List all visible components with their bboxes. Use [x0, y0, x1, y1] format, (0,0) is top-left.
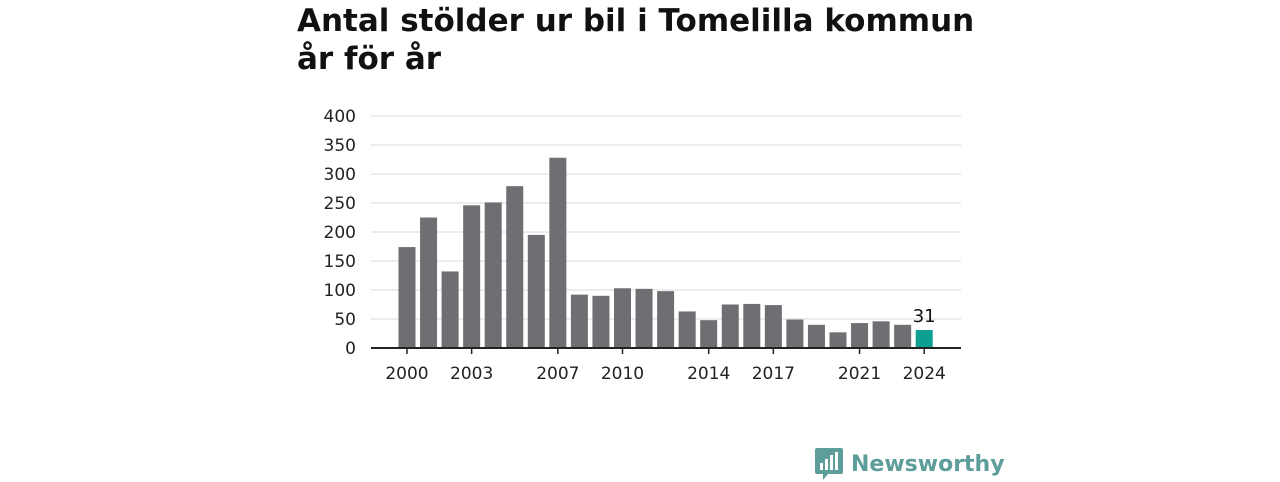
x-tick-label: 2024	[903, 364, 946, 384]
x-tick-label: 2010	[601, 364, 644, 384]
bar-2019	[807, 324, 825, 348]
y-tick-label: 400	[324, 107, 356, 127]
bar-2023	[894, 324, 912, 348]
bar-2012	[657, 291, 675, 348]
x-tick-label: 2017	[752, 364, 795, 384]
y-tick-label: 250	[324, 194, 356, 214]
bar-2008	[570, 294, 588, 348]
bar-2011	[635, 288, 653, 348]
bar-chart-speech-bubble-icon	[815, 448, 843, 480]
chart-title: Antal stölder ur bil i Tomelilla kommun …	[297, 3, 975, 77]
bar-2021	[851, 323, 869, 348]
highlight-value-label: 31	[913, 306, 936, 327]
y-tick-label: 150	[324, 252, 356, 272]
bars	[398, 157, 933, 348]
bar-2015	[721, 304, 739, 348]
bar-2009	[592, 295, 610, 348]
x-tick-label: 2003	[450, 364, 493, 384]
bar-2017	[764, 305, 782, 348]
y-tick-label: 200	[324, 223, 356, 243]
y-tick-label: 50	[334, 310, 356, 330]
bar-2020	[829, 332, 847, 348]
bar-2004	[484, 202, 502, 348]
x-tick-label: 2021	[838, 364, 881, 384]
y-axis-ticks: 0 50 100 150 200 250 300 350 400	[324, 107, 356, 359]
bar-2016	[743, 303, 761, 348]
bar-2013	[678, 311, 696, 348]
grid-lines	[371, 115, 961, 320]
x-tick-label: 2007	[536, 364, 579, 384]
x-axis-ticks: 2000 2003 2007 2010 2014 2017 2021 2024	[385, 348, 946, 384]
y-tick-label: 0	[345, 339, 356, 359]
x-tick-label: 2000	[385, 364, 428, 384]
bar-2006	[527, 234, 545, 348]
y-tick-label: 300	[324, 165, 356, 185]
bar-2018	[786, 319, 804, 348]
bar-2005	[506, 186, 524, 348]
bar-2003	[463, 205, 481, 348]
y-tick-label: 100	[324, 281, 356, 301]
bar-2024	[915, 330, 933, 348]
bar-2001	[420, 217, 438, 348]
bar-2002	[441, 271, 459, 348]
annotations: 31	[913, 306, 936, 327]
bar-2014	[700, 320, 718, 348]
newsworthy-logo: Newsworthy	[815, 446, 1005, 482]
logo-text: Newsworthy	[851, 451, 1005, 477]
bar-2000	[398, 247, 416, 348]
bar-2010	[614, 288, 631, 348]
bar-2007	[549, 157, 567, 348]
bar-2022	[872, 321, 890, 348]
x-tick-label: 2014	[687, 364, 730, 384]
y-tick-label: 350	[324, 136, 356, 156]
